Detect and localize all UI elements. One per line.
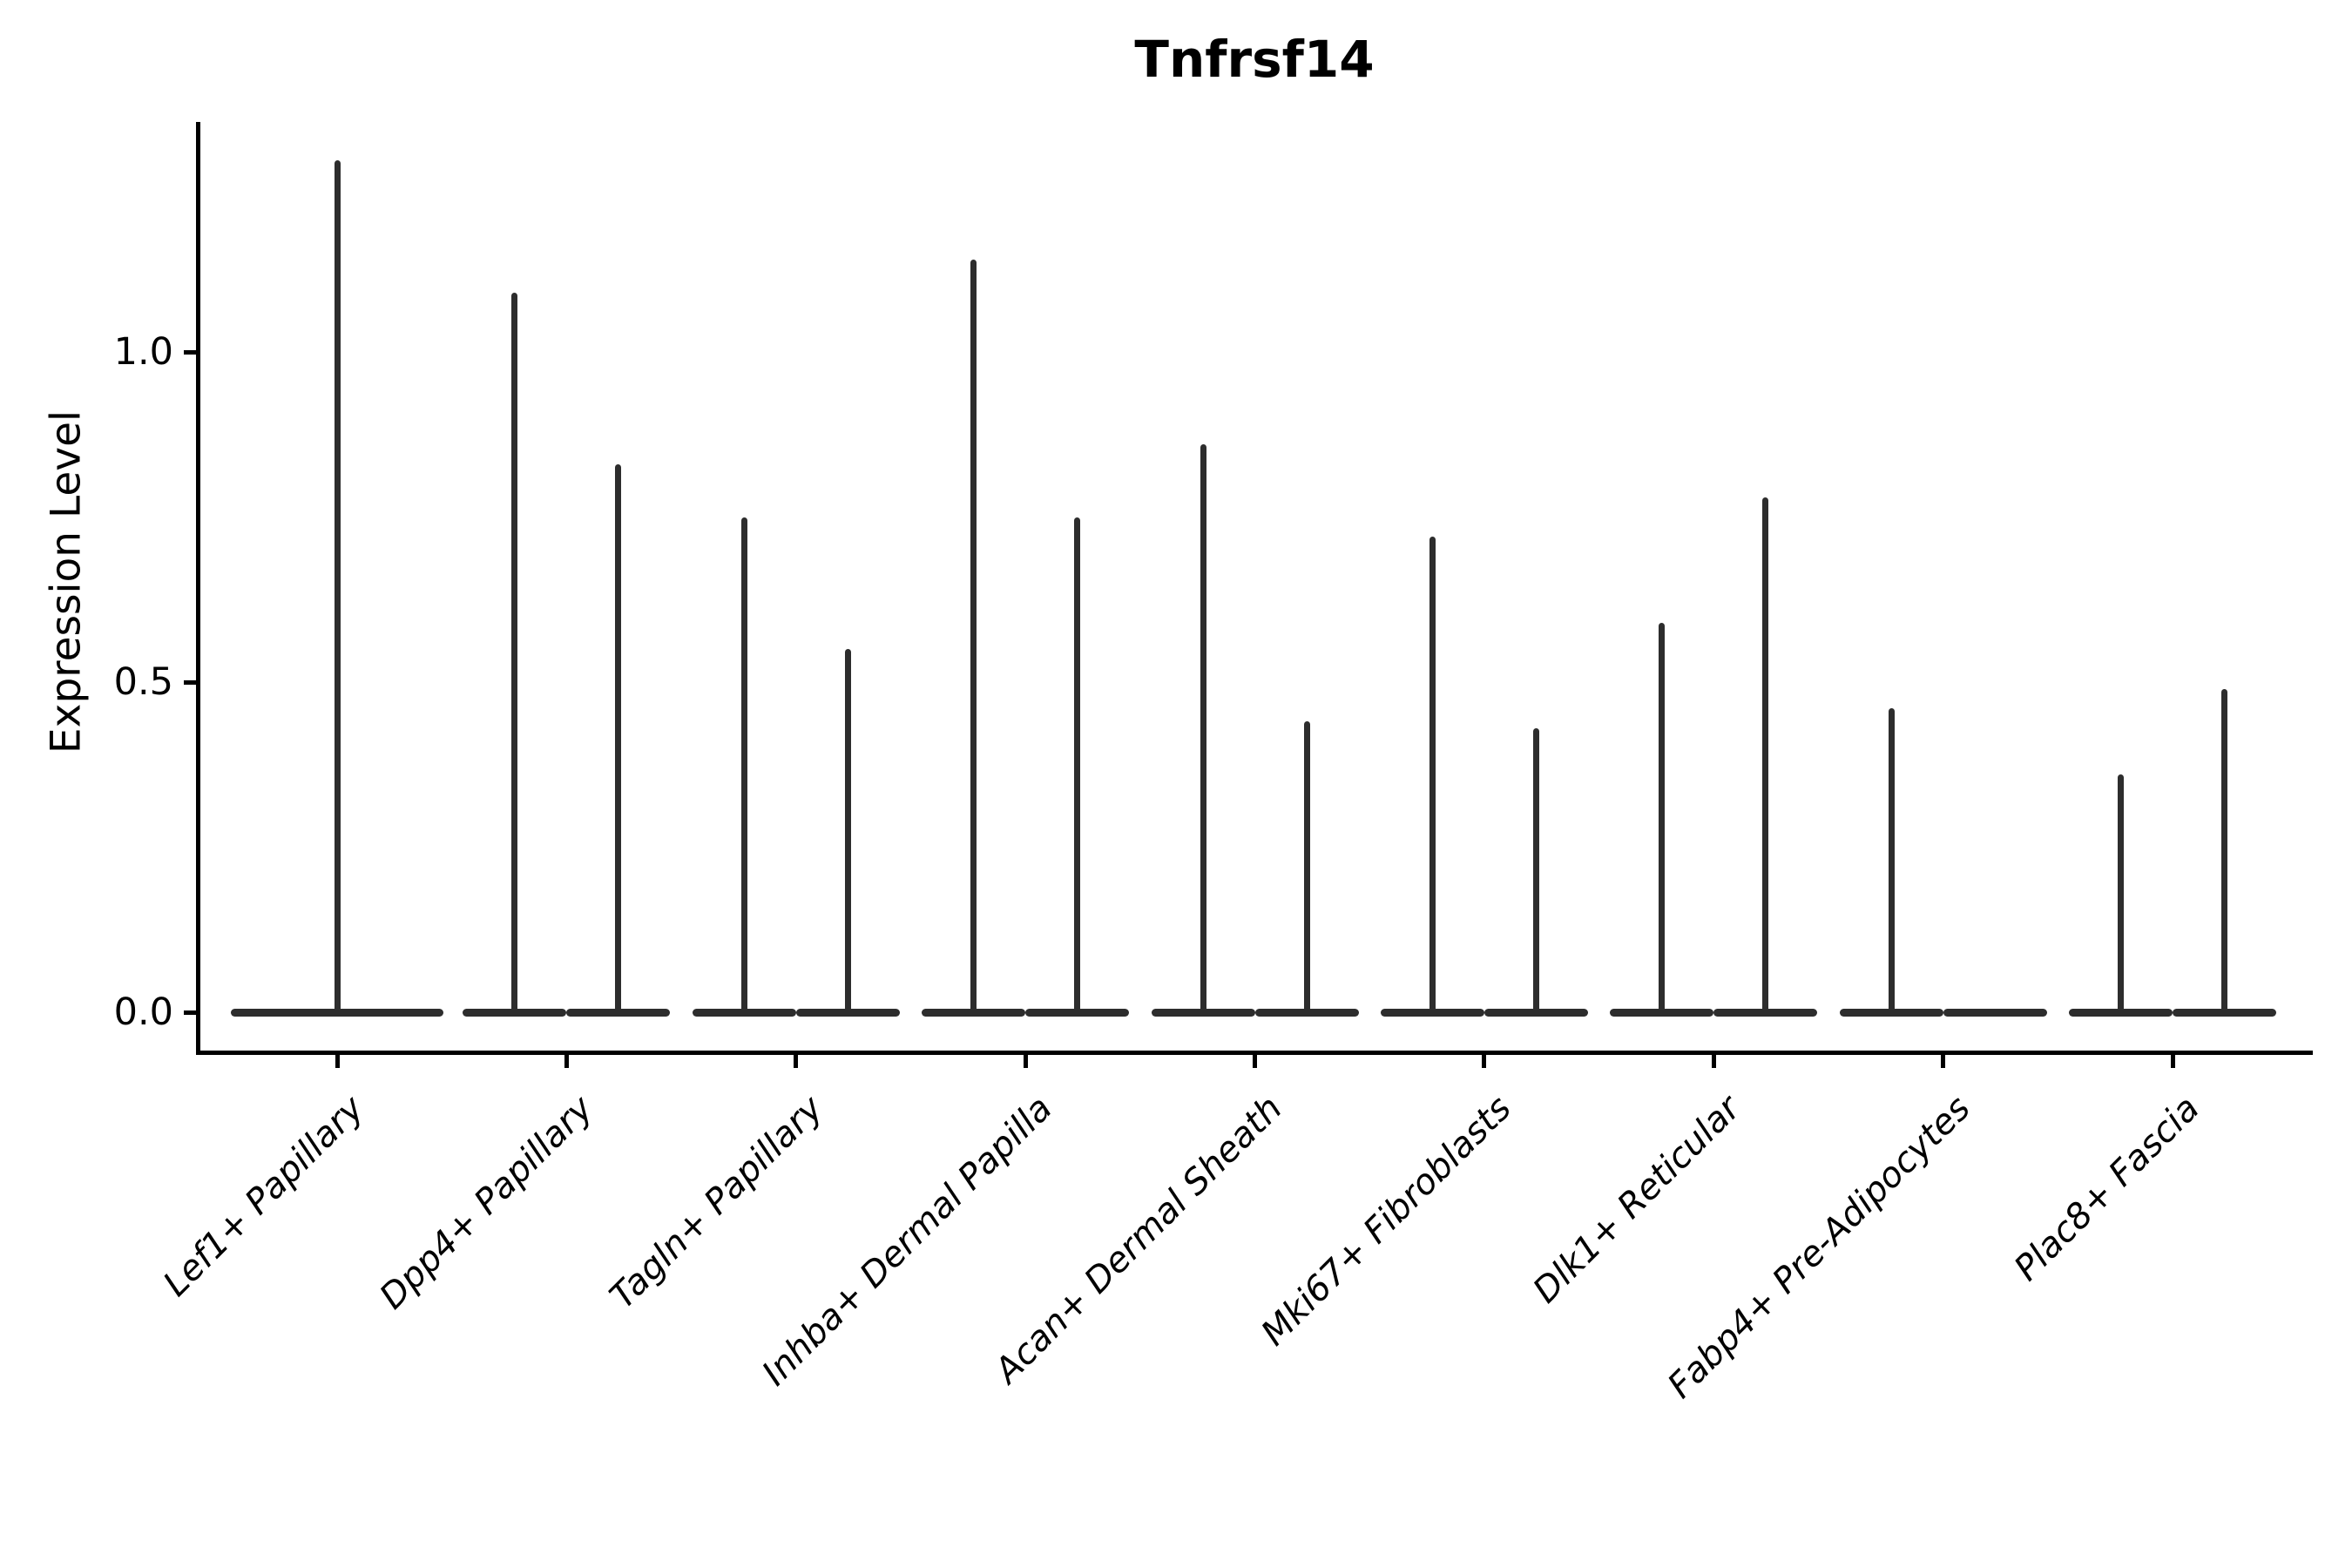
x-tick-mark [794,1055,799,1068]
violin-spike [2118,774,2124,1012]
violin-baseline [1025,1008,1130,1017]
x-tick-label: Plac8+ Fascia [2006,1088,2207,1289]
violin-spike [970,259,977,1012]
x-tick-mark [1711,1055,1716,1068]
x-tick-label: Tagln+ Papillary [602,1088,831,1317]
violin-baseline [463,1008,567,1017]
violin-baseline [795,1008,900,1017]
violin-spike [2221,688,2227,1012]
x-tick-label: Dpp4+ Papillary [372,1088,602,1317]
y-axis-spine [196,122,200,1055]
violin-spike [1074,517,1081,1012]
y-axis-label: Expression Level [42,409,91,754]
violin-spike [1659,622,1666,1012]
x-tick-mark [2170,1055,2175,1068]
x-tick-mark [1941,1055,1946,1068]
x-tick-mark [1482,1055,1487,1068]
x-tick-mark [1023,1055,1028,1068]
violin-baseline [1380,1008,1484,1017]
violin-baseline [1254,1008,1359,1017]
violin-spike [1429,537,1436,1012]
violin-baseline [1713,1008,1818,1017]
violin-baseline [922,1008,1026,1017]
x-axis-spine [196,1051,2313,1055]
violin-baseline [1610,1008,1714,1017]
violin-baseline [566,1008,671,1017]
y-tick-label: 0.5 [113,659,173,704]
violin-spike [511,292,518,1012]
y-tick-mark [184,1010,196,1015]
y-tick-label: 0.0 [113,990,173,1034]
x-tick-mark [335,1055,340,1068]
violin-spike [1200,444,1206,1012]
violin-baseline [692,1008,796,1017]
x-tick-label: Mki67+ Fibroblasts [1254,1088,1519,1354]
violin-baseline [1484,1008,1588,1017]
violin-spike [1762,497,1769,1012]
violin-baseline [231,1008,443,1017]
x-tick-label: Dlk1+ Reticular [1525,1088,1749,1311]
violin-spike [740,517,747,1012]
x-tick-mark [1253,1055,1257,1068]
y-tick-label: 1.0 [113,329,173,374]
violin-baseline [2173,1008,2276,1017]
plot-title: Tnfrsf14 [1134,30,1375,89]
violin-baseline [1151,1008,1255,1017]
violin-baseline [1839,1008,1943,1017]
y-tick-mark [184,679,196,685]
violin-baseline [2069,1008,2173,1017]
violin-spike [1303,721,1310,1012]
violin-spike [334,160,341,1012]
y-tick-mark [184,349,196,355]
violin-spike [615,463,622,1012]
violin-spike [1888,708,1895,1012]
violin-spike [1532,728,1539,1012]
violin-spike [844,649,851,1012]
x-tick-mark [564,1055,569,1068]
violin-baseline [1943,1008,2047,1017]
x-tick-label: Lef1+ Papillary [155,1088,372,1305]
